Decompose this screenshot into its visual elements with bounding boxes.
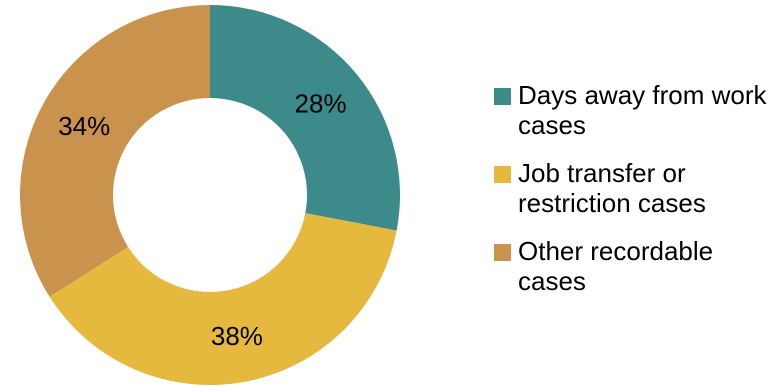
slice-job-transfer xyxy=(49,213,397,386)
data-label-other-recordable: 34% xyxy=(58,111,110,141)
legend-swatch-other-recordable xyxy=(494,244,511,261)
slice-other-recordable xyxy=(19,5,211,297)
legend-label-job-transfer: Job transfer or restriction cases xyxy=(518,158,706,218)
legend-label-other-recordable: Other recordable cases xyxy=(518,236,714,296)
legend: Days away from work cases Job transfer o… xyxy=(494,80,767,314)
legend-item-job-transfer: Job transfer or restriction cases xyxy=(494,158,764,218)
legend-item-days-away: Days away from work cases xyxy=(494,80,767,140)
data-label-days-away: 28% xyxy=(295,89,347,119)
data-label-job-transfer: 38% xyxy=(211,321,263,351)
legend-swatch-days-away xyxy=(494,88,511,105)
legend-label-days-away: Days away from work cases xyxy=(518,80,767,140)
slice-days-away xyxy=(210,5,400,231)
legend-item-other-recordable: Other recordable cases xyxy=(494,236,764,296)
legend-swatch-job-transfer xyxy=(494,166,511,183)
